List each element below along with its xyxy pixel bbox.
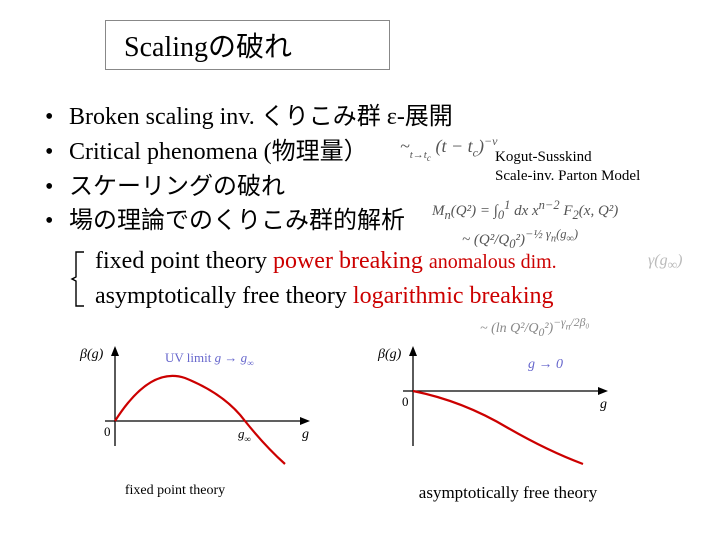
graph-caption-left: fixed point theory [100, 483, 250, 499]
bullet-marker: • [45, 204, 69, 239]
graph-caption-right: asymptotically free theory [398, 483, 618, 503]
gamma-formula: γ(g∞) [648, 252, 682, 273]
fixed-point-label: fixed point theory [95, 248, 273, 274]
svg-text:0: 0 [104, 424, 111, 439]
formula-text: ~t→tc (t − tc)−ν [400, 136, 497, 156]
bullet-item: • Broken scaling inv. くりこみ群 ε-展開 [45, 100, 685, 135]
indented-line-1: fixed point theory power breaking anomal… [95, 244, 557, 279]
log-breaking: logarithmic breaking [353, 283, 554, 309]
bullet-marker: • [45, 100, 69, 135]
graph-row: β(g) g 0 g∞ UV limit g → g∞ fixed point … [70, 336, 618, 503]
title-text: Scalingの破れ [124, 25, 292, 65]
kogut-annotation: Kogut-Susskind Scale-inv. Parton Model [495, 148, 640, 186]
svg-text:β(g): β(g) [79, 347, 104, 362]
svg-text:g: g [302, 427, 309, 442]
kogut-line1: Kogut-Susskind [495, 148, 640, 167]
power-breaking: power breaking [273, 248, 429, 274]
asymp-free-label: asymptotically free theory [95, 283, 353, 309]
svg-text:0: 0 [402, 394, 409, 409]
svg-text:g → 0: g → 0 [528, 357, 563, 372]
beta-function-plot-right: β(g) g 0 g → 0 [368, 336, 618, 466]
svg-text:g∞: g∞ [238, 426, 251, 444]
svg-text:g: g [600, 397, 607, 412]
kogut-line2: Scale-inv. Parton Model [495, 167, 640, 186]
svg-text:β(g): β(g) [377, 347, 402, 362]
log-text: ~ (ln Q²/Q0²)−γn/2β₀ [480, 321, 589, 336]
slide-title: Scalingの破れ [105, 20, 390, 70]
indented-line-2: asymptotically free theory logarithmic b… [95, 279, 554, 314]
svg-text:UV limit g → g∞: UV limit g → g∞ [165, 350, 254, 368]
graph-asymp-free: β(g) g 0 g → 0 asymptotically free theor… [368, 336, 618, 503]
critical-formula: ~t→tc (t − tc)−ν [400, 134, 497, 163]
bullet-text: Broken scaling inv. くりこみ群 ε-展開 [69, 100, 685, 135]
beta-function-plot-left: β(g) g 0 g∞ UV limit g → g∞ [70, 336, 320, 466]
bullet-marker: • [45, 135, 69, 170]
gamma-text: γ(g∞) [648, 252, 682, 269]
moment-line1: Mn(Q²) = ∫01 dx xn−2 F2(x, Q²) [432, 203, 618, 219]
anomalous-dim: anomalous dim. [429, 251, 557, 273]
bullet-marker: • [45, 170, 69, 205]
graph-fixed-point: β(g) g 0 g∞ UV limit g → g∞ fixed point … [70, 336, 320, 503]
bracket-icon [70, 250, 88, 308]
